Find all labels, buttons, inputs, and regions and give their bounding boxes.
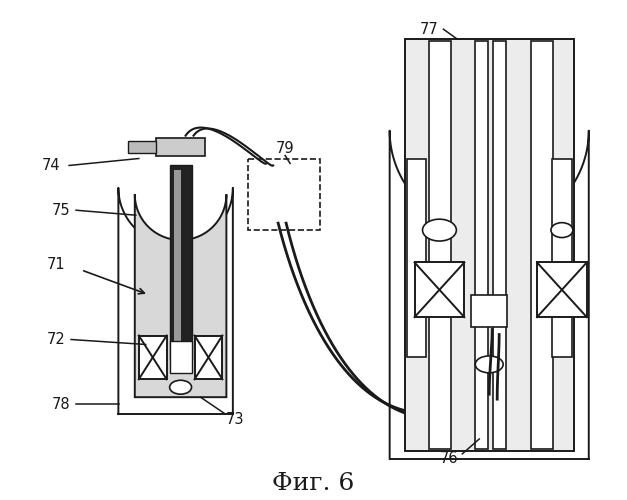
- Ellipse shape: [170, 380, 191, 394]
- Text: 78: 78: [52, 396, 70, 411]
- Bar: [475, 41, 488, 449]
- Text: 77: 77: [420, 22, 439, 36]
- Bar: [404, 39, 574, 451]
- Text: 75: 75: [52, 202, 70, 218]
- Text: 71: 71: [47, 258, 65, 272]
- Bar: [552, 158, 572, 358]
- Bar: [429, 41, 451, 449]
- Bar: [194, 336, 223, 380]
- Polygon shape: [135, 194, 226, 397]
- Text: 72: 72: [47, 332, 65, 347]
- Bar: [170, 166, 191, 360]
- Bar: [174, 170, 181, 354]
- Text: Фиг. 6: Фиг. 6: [272, 472, 354, 495]
- Bar: [406, 158, 426, 358]
- Text: 79: 79: [276, 141, 295, 156]
- Bar: [155, 138, 206, 156]
- Bar: [537, 262, 587, 317]
- Bar: [139, 336, 167, 380]
- Bar: [128, 140, 155, 152]
- Bar: [531, 41, 553, 449]
- Bar: [472, 294, 507, 326]
- Text: 74: 74: [42, 158, 60, 173]
- Bar: [493, 41, 506, 449]
- Text: 76: 76: [440, 452, 459, 466]
- Text: 73: 73: [226, 412, 245, 426]
- Bar: [248, 158, 320, 230]
- Ellipse shape: [475, 356, 503, 373]
- Ellipse shape: [551, 222, 573, 238]
- Bar: [414, 262, 465, 317]
- Bar: [170, 342, 191, 374]
- Ellipse shape: [423, 219, 456, 241]
